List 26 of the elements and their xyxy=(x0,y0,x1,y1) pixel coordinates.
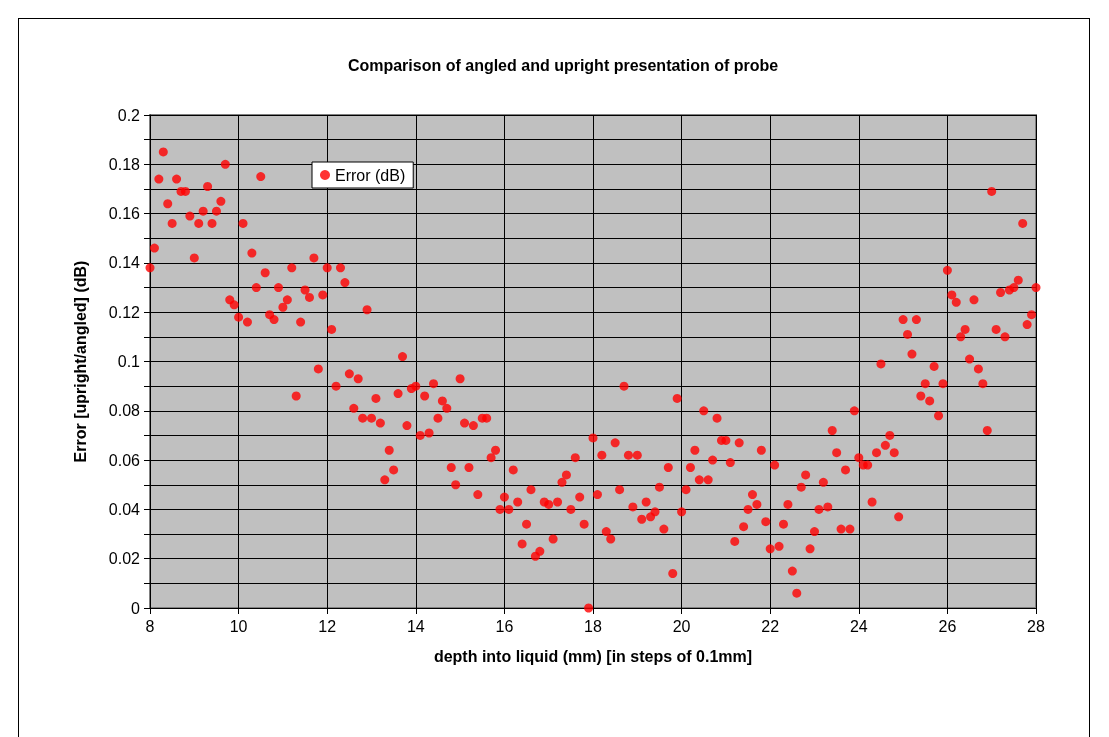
y-tick-label: 0 xyxy=(131,599,141,617)
y-tick-label: 0.04 xyxy=(108,500,141,518)
x-tick-label: 8 xyxy=(145,617,155,635)
x-tick-label: 24 xyxy=(849,617,868,635)
x-tick-label: 12 xyxy=(318,617,337,635)
x-tick-label: 26 xyxy=(938,617,957,635)
x-tick-label: 18 xyxy=(584,617,602,635)
y-tick-label: 0.08 xyxy=(108,402,141,420)
y-tick-label: 0.12 xyxy=(108,303,141,321)
y-axis-title: Error [upright/angled] (dB) xyxy=(71,260,89,463)
x-tick-label: 16 xyxy=(495,617,514,635)
y-tick-label: 0.14 xyxy=(108,254,141,272)
x-tick-label: 10 xyxy=(229,617,248,635)
x-tick-label: 20 xyxy=(672,617,691,635)
x-tick-label: 14 xyxy=(406,617,425,635)
y-tick-label: 0.06 xyxy=(108,451,141,469)
x-tick-label: 22 xyxy=(761,617,780,635)
y-tick-label: 0.18 xyxy=(108,155,141,173)
y-tick-label: 0.1 xyxy=(117,353,141,370)
x-axis-title: depth into liquid (mm) [in steps of 0.1mm] xyxy=(433,647,753,665)
legend-label: Error (dB) xyxy=(335,166,406,184)
y-tick-label: 0.16 xyxy=(108,205,141,223)
chart-title: Comparison of angled and upright presentation of probe xyxy=(347,56,779,74)
y-tick-label: 0.2 xyxy=(117,106,141,124)
x-tick-label: 28 xyxy=(1027,617,1045,635)
y-tick-label: 0.02 xyxy=(108,550,141,568)
